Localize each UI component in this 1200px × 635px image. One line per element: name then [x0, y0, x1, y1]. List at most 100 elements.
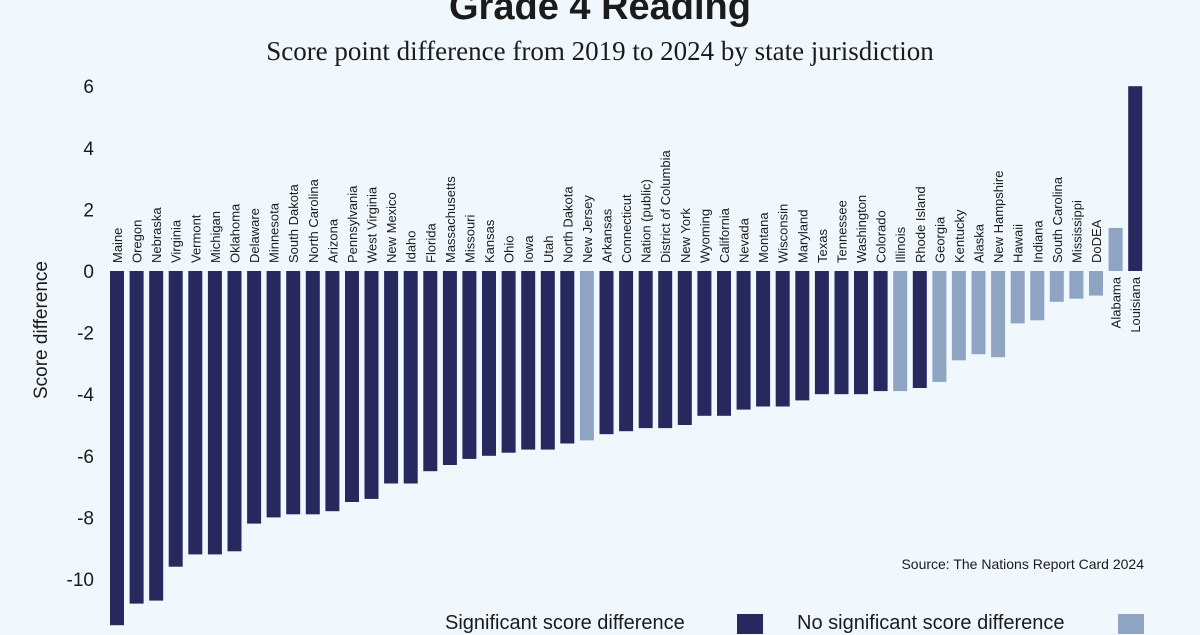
category-label: Massachusetts — [443, 176, 458, 263]
bar-nation-public- — [638, 271, 653, 429]
bar-south-dakota — [286, 271, 301, 515]
bar-hawaii — [1010, 271, 1025, 324]
category-label: Nevada — [737, 217, 752, 263]
legend-swatch-significant — [737, 614, 763, 634]
category-label: Arizona — [325, 218, 340, 263]
category-label: Oregon — [130, 220, 145, 263]
y-tick-label: 6 — [83, 77, 94, 98]
bar-south-carolina — [1049, 271, 1064, 302]
category-label: South Dakota — [286, 183, 301, 263]
bar-oregon — [129, 271, 144, 604]
bar-new-york — [677, 271, 692, 425]
category-label: Nation (public) — [639, 179, 654, 263]
bar-new-jersey — [579, 271, 594, 441]
bar-arkansas — [599, 271, 614, 435]
category-label: Tennessee — [835, 200, 850, 263]
y-tick-label: -10 — [67, 570, 94, 591]
bar-arizona — [325, 271, 340, 512]
bar-california — [717, 271, 731, 416]
bar-iowa — [521, 271, 536, 450]
bar-new-hampshire — [991, 271, 1006, 358]
category-label: Kentucky — [952, 209, 967, 263]
bar-oklahoma — [227, 271, 242, 552]
y-tick-label: -2 — [77, 324, 94, 345]
category-label: Idaho — [404, 230, 419, 263]
bar-vermont — [188, 271, 203, 555]
category-label: Texas — [815, 229, 830, 263]
bar-dodea — [1089, 271, 1103, 296]
bar-nebraska — [149, 271, 164, 601]
category-label: Washington — [854, 195, 869, 263]
category-label: Maryland — [795, 210, 810, 263]
y-tick-label: 4 — [83, 139, 94, 160]
category-label: Utah — [541, 236, 556, 263]
bar-north-dakota — [560, 271, 575, 444]
category-label: Hawaii — [1011, 224, 1026, 263]
bar-missouri — [462, 271, 477, 459]
category-label: District of Columbia — [658, 150, 673, 263]
bars — [110, 86, 1143, 626]
category-label: Florida — [423, 222, 438, 263]
legend-label-not-significant: No significant score difference — [797, 612, 1065, 634]
category-label: Ohio — [502, 236, 517, 263]
category-label: Colorado — [874, 210, 889, 263]
y-tick-label: -4 — [77, 385, 94, 406]
bar-florida — [423, 271, 438, 472]
bar-texas — [814, 271, 829, 395]
bar-kentucky — [951, 271, 966, 361]
category-label: New Hampshire — [991, 171, 1006, 263]
y-ticks: 6 4 2 0 -2 -4 -6 -8 -10 — [67, 77, 95, 591]
category-label: California — [717, 207, 732, 263]
bar-montana — [756, 271, 771, 407]
category-label: Arkansas — [600, 208, 615, 263]
category-label: Louisiana — [1128, 276, 1143, 332]
category-label: Maine — [110, 228, 125, 263]
category-label: Nebraska — [149, 207, 164, 263]
bar-north-carolina — [305, 271, 320, 515]
bar-district-of-columbia — [658, 271, 673, 429]
bar-louisiana — [1128, 86, 1143, 271]
category-label: Pennsylvania — [345, 185, 360, 263]
bar-idaho — [403, 271, 418, 484]
bar-massachusetts — [442, 271, 457, 465]
bar-utah — [540, 271, 555, 450]
category-label: Kansas — [482, 219, 497, 263]
bar-new-mexico — [384, 271, 399, 484]
bar-maryland — [795, 271, 810, 401]
bar-delaware — [247, 271, 262, 524]
legend-label-significant: Significant score difference — [445, 612, 685, 634]
bar-wisconsin — [775, 271, 790, 407]
category-label: Mississippi — [1069, 200, 1084, 263]
bar-mississippi — [1069, 271, 1084, 299]
bar-rhode-island — [912, 271, 927, 388]
category-label: Georgia — [932, 216, 947, 263]
category-label: Oklahoma — [228, 203, 243, 263]
category-label: Illinois — [893, 226, 908, 263]
bar-connecticut — [619, 271, 634, 432]
category-label: West Virginia — [365, 186, 380, 263]
y-tick-label: 0 — [83, 262, 94, 283]
bar-west-virginia — [364, 271, 379, 499]
bar-minnesota — [266, 271, 281, 518]
bar-indiana — [1030, 271, 1045, 321]
category-label: Wisconsin — [776, 204, 791, 263]
bar-wyoming — [697, 271, 712, 416]
category-label: Michigan — [208, 211, 223, 263]
y-tick-label: -8 — [77, 508, 94, 529]
bar-tennessee — [834, 271, 849, 395]
category-label: New Jersey — [580, 195, 595, 263]
bar-alaska — [971, 271, 986, 355]
bar-pennsylvania — [345, 271, 359, 502]
bar-kansas — [482, 271, 496, 456]
category-label: Indiana — [1030, 220, 1045, 263]
category-label: North Carolina — [306, 178, 321, 263]
category-label: Minnesota — [267, 202, 282, 263]
bar-washington — [854, 271, 868, 395]
bar-virginia — [168, 271, 183, 567]
legend-swatch-not-significant — [1118, 614, 1144, 634]
bar-alabama — [1108, 227, 1123, 271]
category-label: Vermont — [188, 214, 203, 263]
chart-subtitle: Score point difference from 2019 to 2024… — [266, 36, 934, 66]
